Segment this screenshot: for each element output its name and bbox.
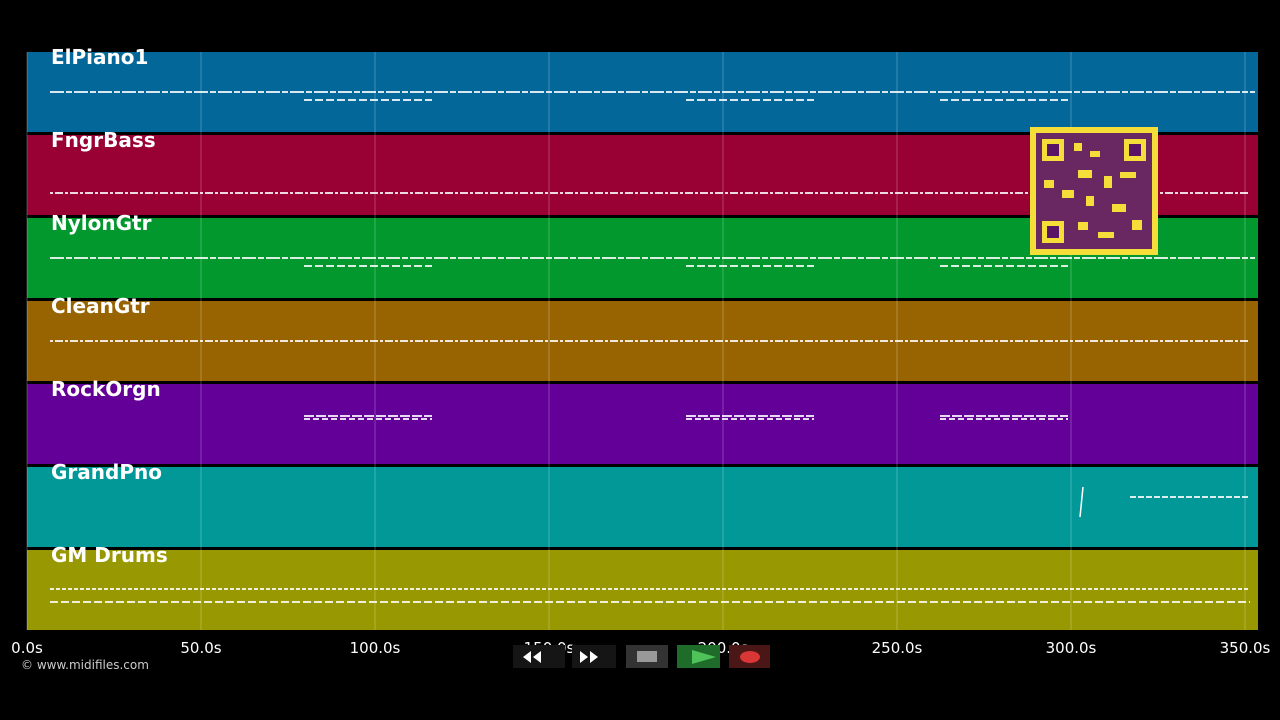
tick-label: 0.0s [11,639,43,657]
transport-controls [513,645,770,668]
track-name: RockOrgn [51,377,161,401]
qr-code [1030,127,1158,255]
track-name: GM Drums [51,543,168,567]
notes [50,91,1255,603]
track-name: GrandPno [51,460,162,484]
track-name: CleanGtr [51,294,150,318]
play-icon [692,650,716,664]
rewind-icon [523,651,541,663]
forward-icon [580,651,598,663]
tick-label: 50.0s [180,639,221,657]
track-name: FngrBass [51,128,156,152]
tick-label: 300.0s [1046,639,1097,657]
tick-label: 250.0s [872,639,923,657]
copyright: © www.midifiles.com [21,658,149,672]
track-name: ElPiano1 [51,45,148,69]
tick-label: 350.0s [1220,639,1271,657]
track-lane [27,384,1258,464]
note-trace [1079,486,1084,518]
record-icon [740,651,760,663]
track-name: NylonGtr [51,211,152,235]
stop-icon [637,651,657,662]
tick-label: 100.0s [350,639,401,657]
track-lane [27,467,1258,547]
